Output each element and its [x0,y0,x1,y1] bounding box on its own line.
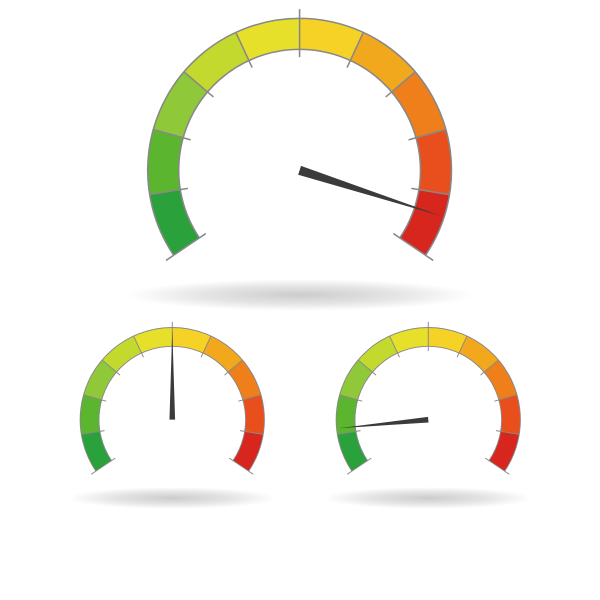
gauge-set [0,0,600,600]
gauge-tick [101,400,106,401]
gauge-tick [412,188,420,189]
gauge-tick [208,92,214,97]
gauge-high [126,6,473,251]
gauge-svg [126,6,473,251]
gauge-low [323,320,534,469]
gauge-shadow [67,487,277,509]
gauge-tick [116,372,120,375]
gauge-tick [111,458,115,461]
gauge-tick [200,233,206,237]
gauge-tick [356,431,361,432]
gauge-segment [148,129,183,194]
gauge-tick [229,458,233,461]
gauge-tick [224,372,228,375]
gauge-shadow [323,487,533,509]
gauge-tick [386,92,392,97]
gauge-tick [397,353,399,357]
gauge-tick [496,431,501,432]
gauge-major-tick [426,255,434,260]
gauge-tick [100,431,105,432]
gauge-tick [485,458,489,461]
gauge-svg [67,320,278,469]
gauge-segment [80,395,101,434]
gauge-tick [347,60,350,67]
gauge-tick [409,137,416,139]
gauge-tick [249,60,252,67]
gauge-segment [336,395,357,434]
gauge-tick [181,188,189,189]
gauge-svg [323,320,534,469]
gauge-tick [240,431,245,432]
gauge-segment [499,395,520,434]
gauge-segment [243,395,264,434]
gauge-tick [141,353,143,357]
gauge-major-tick [347,472,352,475]
gauge-tick [372,372,376,375]
gauge-tick [494,400,499,401]
gauge-tick [367,458,371,461]
gauge-tick [357,400,362,401]
gauge-major-tick [504,472,509,475]
gauge-tick [238,400,243,401]
gauge-major-tick [248,472,253,475]
gauge-major-tick [166,255,174,260]
gauge-tick [394,233,400,237]
gauge-tick [184,137,191,139]
gauge-tick [480,372,484,375]
gauge-shadow [125,279,475,311]
gauge-mid [67,320,278,469]
gauge-segment [416,129,451,194]
gauge-tick [201,353,203,357]
gauge-tick [457,353,459,357]
gauge-major-tick [91,472,96,475]
